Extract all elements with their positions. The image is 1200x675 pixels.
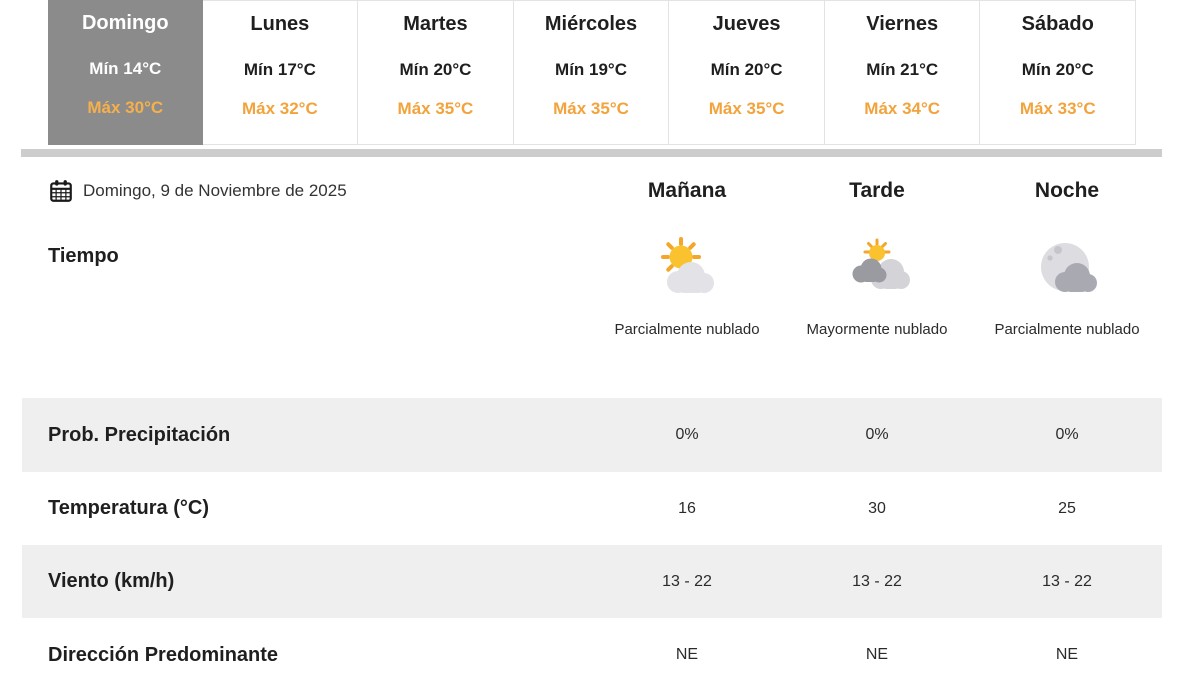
tab-min-temp: Mín 20°C — [1021, 60, 1094, 79]
tab-lunes[interactable]: Lunes Mín 17°C Máx 32°C — [202, 0, 359, 145]
value-tarde: 30 — [868, 499, 886, 517]
tab-max-temp: Máx 33°C — [1019, 99, 1096, 118]
condition-tarde: Mayormente nublado — [782, 225, 972, 344]
tab-min-temp: Mín 14°C — [89, 59, 162, 78]
tab-day-label: Domingo — [81, 12, 169, 34]
tab-day-label: Lunes — [250, 13, 310, 35]
tab-day-label: Jueves — [712, 13, 781, 35]
tab-max-temp: Máx 34°C — [864, 99, 941, 118]
tab-min-temp: Mín 17°C — [243, 60, 316, 79]
row-label: Viento (km/h) — [48, 570, 175, 592]
tab-max-temp: Máx 30°C — [87, 98, 164, 117]
column-header-tarde: Tarde — [849, 179, 905, 202]
tab-day-label: Viernes — [866, 13, 939, 35]
tab-max-temp: Máx 32°C — [241, 99, 318, 118]
column-header-noche: Noche — [1034, 179, 1100, 202]
tab-jueves[interactable]: Jueves Mín 20°C Máx 35°C — [669, 0, 825, 145]
tab-max-temp: Máx 35°C — [708, 99, 785, 118]
value-tarde: NE — [865, 646, 889, 663]
row-direccion-predominante: Dirección Predominante NE NE NE — [22, 618, 1162, 675]
sun-behind-cloud-icon — [651, 235, 723, 312]
selected-date-label: Domingo, 9 de Noviembre de 2025 — [83, 181, 347, 200]
tab-miercoles[interactable]: Miércoles Mín 19°C Máx 35°C — [513, 0, 670, 145]
value-manana: 13 - 22 — [662, 572, 712, 590]
tab-max-temp: Máx 35°C — [553, 99, 629, 118]
tab-viernes[interactable]: Viernes Mín 21°C Máx 34°C — [824, 0, 981, 145]
day-tabs: Domingo Mín 14°C Máx 30°C Lunes Mín 17°C… — [48, 0, 1137, 145]
tab-sabado[interactable]: Sábado Mín 20°C Máx 33°C — [980, 0, 1137, 145]
row-prob-precipitacion: Prob. Precipitación 0% 0% 0% — [22, 398, 1162, 472]
row-tiempo: Tiempo — [22, 225, 1162, 398]
value-noche: 13 - 22 — [1042, 572, 1092, 590]
condition-caption: Parcialmente nublado — [614, 321, 760, 338]
row-label: Tiempo — [48, 245, 119, 267]
value-tarde: 13 - 22 — [852, 572, 902, 590]
condition-caption: Mayormente nublado — [806, 321, 948, 338]
tab-min-temp: Mín 20°C — [710, 60, 783, 79]
row-label: Prob. Precipitación — [48, 423, 231, 446]
tab-day-label: Sábado — [1021, 13, 1094, 35]
value-manana: NE — [675, 646, 699, 663]
row-viento: Viento (km/h) 13 - 22 13 - 22 13 - 22 — [22, 545, 1162, 618]
value-manana: 0% — [675, 426, 699, 443]
tab-day-label: Martes — [403, 13, 468, 35]
column-header-manana: Mañana — [647, 179, 727, 202]
row-temperatura: Temperatura (°C) 16 30 25 — [22, 472, 1162, 545]
detail-header-row: Domingo, 9 de Noviembre de 2025 Mañana T… — [22, 157, 1162, 225]
value-manana: 16 — [678, 499, 696, 517]
condition-manana: Parcialmente nublado — [592, 225, 782, 344]
calendar-icon — [48, 178, 74, 204]
date-cell: Domingo, 9 de Noviembre de 2025 — [22, 178, 592, 204]
row-label: Dirección Predominante — [48, 643, 279, 666]
value-tarde: 0% — [865, 426, 889, 443]
tab-min-temp: Mín 20°C — [399, 60, 472, 79]
tab-martes[interactable]: Martes Mín 20°C Máx 35°C — [358, 0, 514, 145]
tab-max-temp: Máx 35°C — [397, 99, 474, 118]
condition-noche: Parcialmente nublado — [972, 225, 1162, 344]
tab-day-label: Miércoles — [544, 13, 638, 35]
day-detail-table: Domingo, 9 de Noviembre de 2025 Mañana T… — [22, 157, 1162, 675]
tab-min-temp: Mín 19°C — [555, 60, 628, 79]
sun-behind-clouds-icon — [841, 235, 913, 312]
tab-domingo[interactable]: Domingo Mín 14°C Máx 30°C — [48, 0, 203, 145]
section-separator-bar — [21, 149, 1162, 157]
tab-min-temp: Mín 21°C — [866, 60, 939, 79]
row-label: Temperatura (°C) — [48, 497, 209, 519]
value-noche: 0% — [1055, 426, 1079, 443]
moon-behind-cloud-icon — [1031, 235, 1103, 312]
condition-caption: Parcialmente nublado — [994, 321, 1140, 338]
value-noche: NE — [1055, 646, 1079, 663]
value-noche: 25 — [1058, 499, 1076, 517]
